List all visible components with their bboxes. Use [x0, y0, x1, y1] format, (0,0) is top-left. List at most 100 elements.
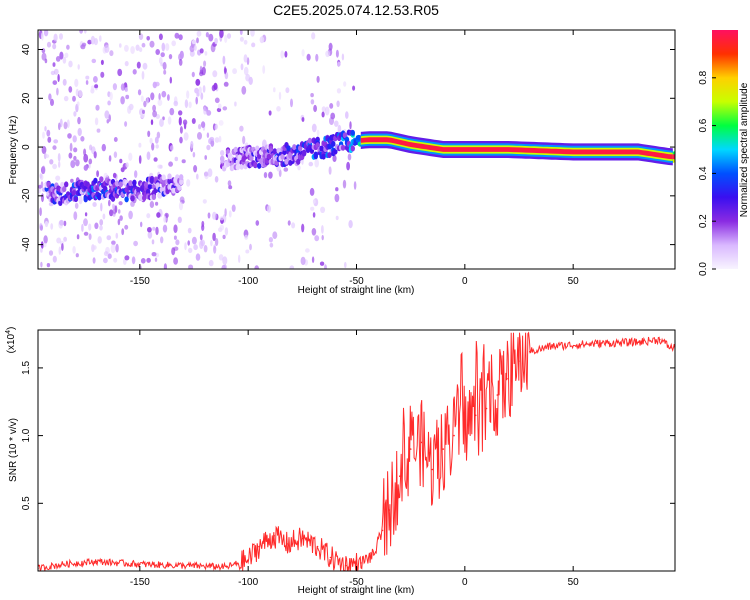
heatmap-noise-blob	[42, 131, 45, 139]
heatmap-noise-blob	[301, 223, 305, 233]
colorbar-label: Normalized spectral amplitude	[739, 82, 750, 217]
heatmap-noise-blob	[52, 80, 58, 85]
heatmap-noise-blob	[197, 132, 202, 140]
snr-point	[316, 545, 319, 548]
heatmap-noise-blob	[43, 242, 47, 248]
heatmap-noise-blob	[329, 103, 334, 109]
heatmap-noise-blob	[128, 210, 133, 220]
heatmap-noise-blob	[167, 116, 172, 125]
heatmap-noise-blob	[94, 84, 99, 89]
heatmap-noise-blob	[309, 187, 315, 196]
heatmap-noise-blob	[40, 225, 43, 231]
heatmap-noise-blob	[107, 253, 112, 259]
heatmap-noise-blob	[179, 136, 183, 144]
heatmap-noise-blob	[312, 212, 316, 218]
heatmap-noise-blob	[78, 195, 83, 205]
heatmap-noise-blob	[58, 122, 61, 131]
heatmap-noise-blob	[52, 43, 57, 50]
heatmap-noise-blob	[63, 236, 67, 242]
heatmap-noise-blob	[101, 143, 107, 152]
heatmap-ridge-blob	[128, 180, 133, 187]
heatmap-core	[360, 131, 673, 166]
heatmap-ridge-blob	[331, 140, 336, 147]
heatmap-noise-blob	[343, 81, 347, 87]
heatmap-noise-blob	[283, 167, 289, 172]
snr-ytick-label: 1.5	[21, 361, 32, 375]
heatmap-noise-blob	[49, 159, 54, 165]
snr-point	[518, 360, 520, 362]
heatmap-noise-blob	[67, 133, 72, 139]
heatmap-noise-blob	[53, 68, 59, 75]
heatmap-noise-blob	[137, 89, 142, 96]
heatmap-noise-blob	[73, 111, 77, 117]
heatmap-noise-blob	[202, 199, 207, 204]
heatmap-noise-blob	[152, 104, 157, 112]
heatmap-noise-blob	[337, 124, 342, 134]
heatmap-noise-blob	[193, 244, 198, 251]
heatmap-noise-blob	[311, 123, 317, 133]
heatmap-noise-blob	[268, 110, 272, 116]
snr-point	[344, 564, 347, 567]
heatmap-ridge-blob	[284, 158, 289, 165]
heatmap-noise-blob	[147, 227, 152, 233]
heatmap-noise-blob	[255, 220, 260, 226]
heatmap-noise-blob	[64, 52, 69, 58]
heatmap-noise-blob	[178, 110, 183, 116]
heatmap-ridge-blob	[147, 183, 153, 190]
heatmap-ridge-blob	[350, 129, 355, 136]
heatmap-noise-blob	[224, 227, 229, 236]
heatmap-noise-blob	[263, 172, 268, 179]
heatmap-noise-blob	[68, 60, 73, 68]
heatmap-noise-blob	[94, 222, 99, 230]
heatmap-noise-blob	[151, 252, 157, 257]
heatmap-noise-blob	[321, 225, 324, 234]
heatmap-noise-blob	[198, 86, 202, 94]
heatmap-noise-blob	[204, 51, 208, 56]
heatmap-noise-blob	[138, 155, 142, 164]
heatmap-noise-blob	[301, 117, 305, 122]
heatmap-noise-blob	[344, 261, 347, 269]
heatmap-noise-blob	[50, 223, 54, 230]
snr-point	[507, 377, 510, 380]
heatmap-ridge-blob	[340, 144, 346, 151]
heatmap-noise-blob	[334, 193, 340, 203]
heatmap-noise-blob	[239, 30, 243, 35]
heatmap-noise-blob	[131, 256, 136, 265]
heatmap-noise-blob	[195, 78, 201, 86]
heatmap-noise-blob	[128, 152, 133, 161]
heatmap-noise-blob	[152, 226, 156, 231]
heatmap-noise-blob	[201, 220, 205, 228]
heatmap-noise-blob	[243, 54, 248, 63]
heatmap-noise-blob	[232, 68, 238, 75]
snr-point	[529, 350, 531, 353]
heatmap-ridge-blob	[161, 174, 166, 181]
heatmap-noise-blob	[48, 93, 52, 101]
heatmap-noise-blob	[72, 246, 76, 254]
heatmap-noise-blob	[102, 213, 106, 220]
heatmap-noise-blob	[153, 157, 158, 162]
heatmap-noise-blob	[198, 124, 202, 130]
heatmap-noise-blob	[287, 220, 291, 226]
heatmap-noise-blob	[167, 94, 170, 101]
heatmap-noise-blob	[214, 238, 219, 246]
heatmap-noise-blob	[159, 164, 163, 169]
heatmap-noise-blob	[52, 145, 57, 150]
heatmap-noise-blob	[52, 163, 57, 170]
heatmap-noise-blob	[223, 66, 227, 75]
snr-axes: -150 -100 0 50 -50 0.5 1.0 1.5	[21, 330, 675, 588]
heatmap-noise-blob	[335, 215, 339, 221]
colorbar: 0.0 0.2 0.4 0.6 0.8 Normalized spectral ampl…	[698, 30, 750, 276]
heatmap-noise-blob	[99, 225, 103, 231]
heatmap-noise-blob	[99, 35, 102, 42]
heatmap-noise-blob	[48, 250, 54, 256]
heatmap-noise-blob	[353, 181, 357, 190]
heatmap-noise-blob	[83, 153, 89, 163]
colorbar-ticks: 0.0 0.2 0.4 0.6 0.8	[698, 70, 716, 276]
heatmap-noise-blob	[146, 151, 151, 160]
heatmap-noise-blob	[222, 234, 226, 240]
heatmap-noise-blob	[321, 106, 326, 112]
heatmap-noise-blob	[212, 211, 217, 220]
heatmap-noise-blob	[335, 187, 339, 192]
heatmap-noise-blob	[160, 236, 164, 244]
heatmap-noise-blob	[63, 121, 68, 130]
